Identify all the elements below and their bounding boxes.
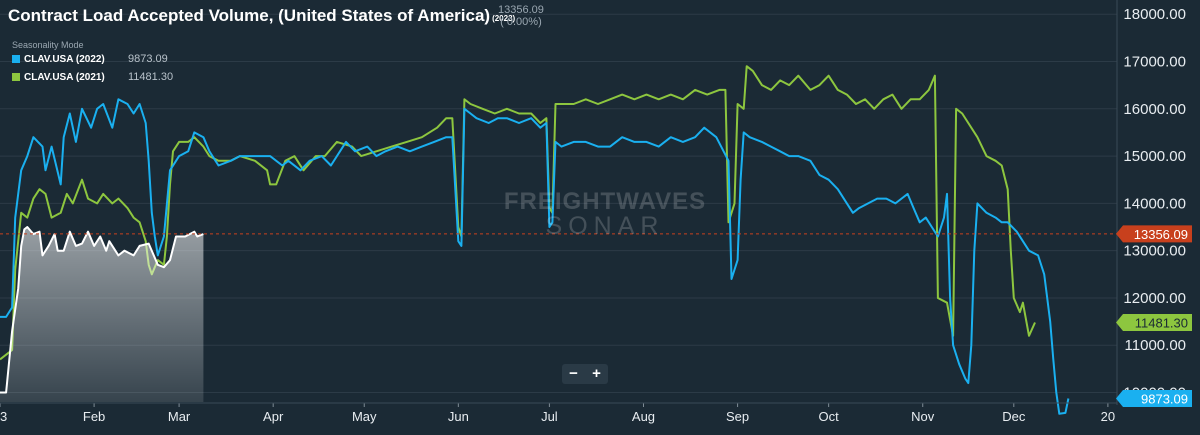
x-tick-label: 23 <box>0 409 7 424</box>
y-tick-label: 17000.00 <box>1123 53 1186 70</box>
y-tick-label: 11000.00 <box>1125 337 1186 354</box>
legend-item-2022[interactable]: CLAV.USA (2022) 9873.09 <box>12 53 168 65</box>
current-value-flag-text: 13356.09 <box>1134 227 1188 242</box>
end-label-2021: 11481.30 <box>1116 313 1192 331</box>
title-text: Contract Load Accepted Volume, (United S… <box>8 6 491 25</box>
legend-name-2022: CLAV.USA (2022) <box>24 53 105 65</box>
current-value-flag-bg <box>1116 225 1192 243</box>
chart-title: Contract Load Accepted Volume, (United S… <box>8 6 515 26</box>
series-line-2022 <box>0 98 1070 415</box>
legend-swatch-2022 <box>12 55 20 63</box>
legend-value-2021: 11481.30 <box>128 71 174 83</box>
zoom-control: − + <box>562 364 608 384</box>
x-tick-label: Feb <box>83 409 105 424</box>
y-tick-label: 15000.00 <box>1123 148 1186 165</box>
legend-name-2021: CLAV.USA (2021) <box>24 71 105 83</box>
series-area-2023 <box>0 227 204 402</box>
legend-item-2021[interactable]: CLAV.USA (2021) 11481.30 <box>12 71 173 83</box>
y-tick-label: 13000.00 <box>1123 243 1186 260</box>
current-change: ( 0.00%) <box>500 16 542 28</box>
end-label-2022: 9873.09 <box>1116 390 1192 408</box>
x-tick-label: Apr <box>263 409 284 424</box>
header-current-value: 13356.09 ( 0.00%) <box>498 4 544 28</box>
series-line-2021 <box>0 65 1036 361</box>
x-tick-label: Mar <box>168 409 191 424</box>
x-tick-label: 20 <box>1101 409 1115 424</box>
x-tick-label: Dec <box>1002 409 1026 424</box>
end-label-2021-bg <box>1116 313 1192 331</box>
series-line-2023 <box>0 226 204 394</box>
x-tick-label: Jun <box>448 409 469 424</box>
zoom-in-button[interactable]: + <box>592 365 601 382</box>
end-label-2022-bg <box>1116 390 1192 408</box>
end-label-2022-text: 9873.09 <box>1141 392 1188 407</box>
current-value-flag: 13356.09 <box>1116 225 1192 243</box>
current-value: 13356.09 <box>498 4 544 16</box>
seasonality-mode-label: Seasonality Mode <box>12 40 84 50</box>
x-tick-label: Oct <box>819 409 840 424</box>
zoom-out-button[interactable]: − <box>569 365 578 382</box>
title-year: (2023) <box>492 14 516 23</box>
x-tick-label: Nov <box>911 409 935 424</box>
y-tick-label: 16000.00 <box>1123 101 1186 118</box>
x-tick-label: Jul <box>541 409 558 424</box>
y-tick-label: 14000.00 <box>1123 195 1186 212</box>
legend-value-2022: 9873.09 <box>128 53 168 65</box>
y-tick-label: 12000.00 <box>1123 290 1186 307</box>
y-tick-label: 18000.00 <box>1123 6 1186 23</box>
legend-swatch-2021 <box>12 73 20 81</box>
x-tick-label: Sep <box>726 409 749 424</box>
end-label-2021-text: 11481.30 <box>1135 315 1188 330</box>
x-tick-label: May <box>352 409 377 424</box>
x-tick-label: Aug <box>632 409 655 424</box>
